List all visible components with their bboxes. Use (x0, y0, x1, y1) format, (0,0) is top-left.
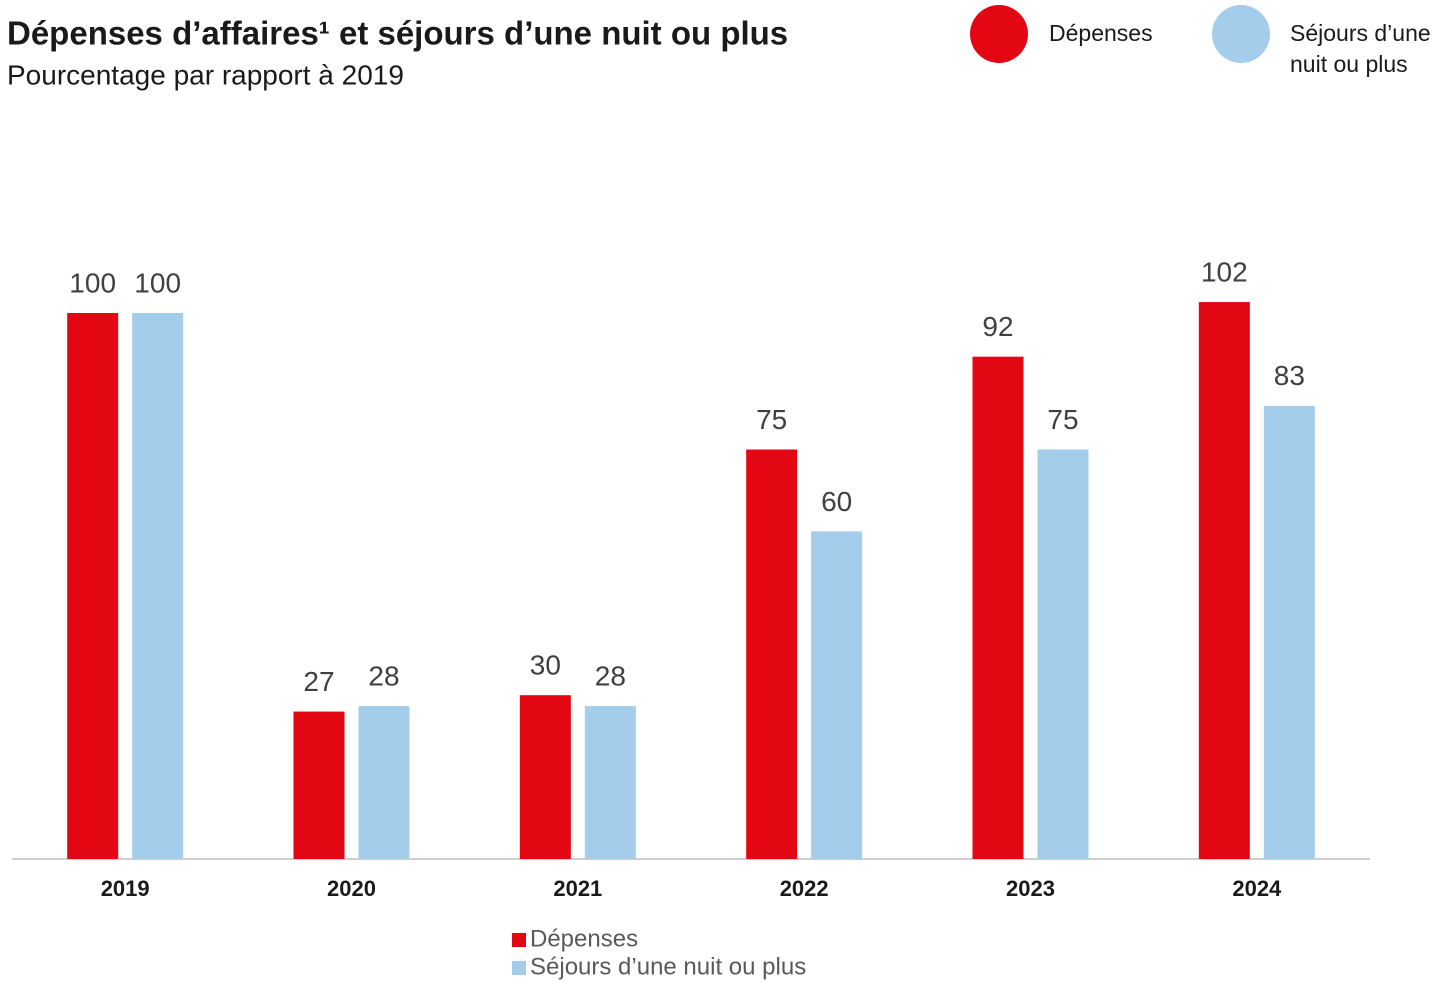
data-label: 102 (1201, 256, 1248, 287)
data-label: 92 (982, 311, 1013, 342)
x-tick-label: 2019 (101, 876, 150, 901)
bar (1037, 449, 1089, 859)
x-tick-label: 2024 (1232, 876, 1282, 901)
data-label: 100 (134, 267, 181, 298)
legend-marker (512, 933, 526, 947)
data-label: 28 (595, 661, 626, 692)
bar (293, 711, 345, 859)
legend-label: Séjours d’une nuit ou plus (1290, 20, 1431, 77)
bar (811, 531, 863, 859)
legend-label: Dépenses (1049, 20, 1153, 46)
bar (1198, 302, 1250, 860)
data-label: 60 (821, 486, 852, 517)
legend-label: Dépenses (530, 925, 638, 952)
data-label: 83 (1274, 360, 1305, 391)
data-label: 30 (530, 650, 561, 681)
x-tick-label: 2023 (1006, 876, 1055, 901)
legend-marker (1212, 5, 1270, 63)
chart-subtitle: Pourcentage par rapport à 2019 (7, 59, 404, 90)
data-label: 100 (69, 267, 116, 298)
bar (132, 313, 184, 859)
data-label: 75 (1047, 404, 1078, 435)
chart-title: Dépenses d’affaires¹ et séjours d’une nu… (7, 15, 788, 52)
legend-marker (512, 961, 526, 975)
bar (358, 706, 410, 859)
bar (1263, 405, 1315, 859)
bar (519, 695, 571, 859)
data-label: 75 (756, 404, 787, 435)
legend-marker (970, 5, 1028, 63)
bar (67, 313, 119, 859)
x-tick-label: 2022 (780, 876, 829, 901)
data-label: 27 (303, 666, 334, 697)
bar (972, 356, 1024, 859)
legend-label: Séjours d’une nuit ou plus (530, 953, 806, 980)
data-label: 28 (368, 661, 399, 692)
bar (746, 449, 798, 859)
x-tick-label: 2020 (327, 876, 376, 901)
bar (584, 706, 636, 859)
x-tick-label: 2021 (553, 876, 602, 901)
